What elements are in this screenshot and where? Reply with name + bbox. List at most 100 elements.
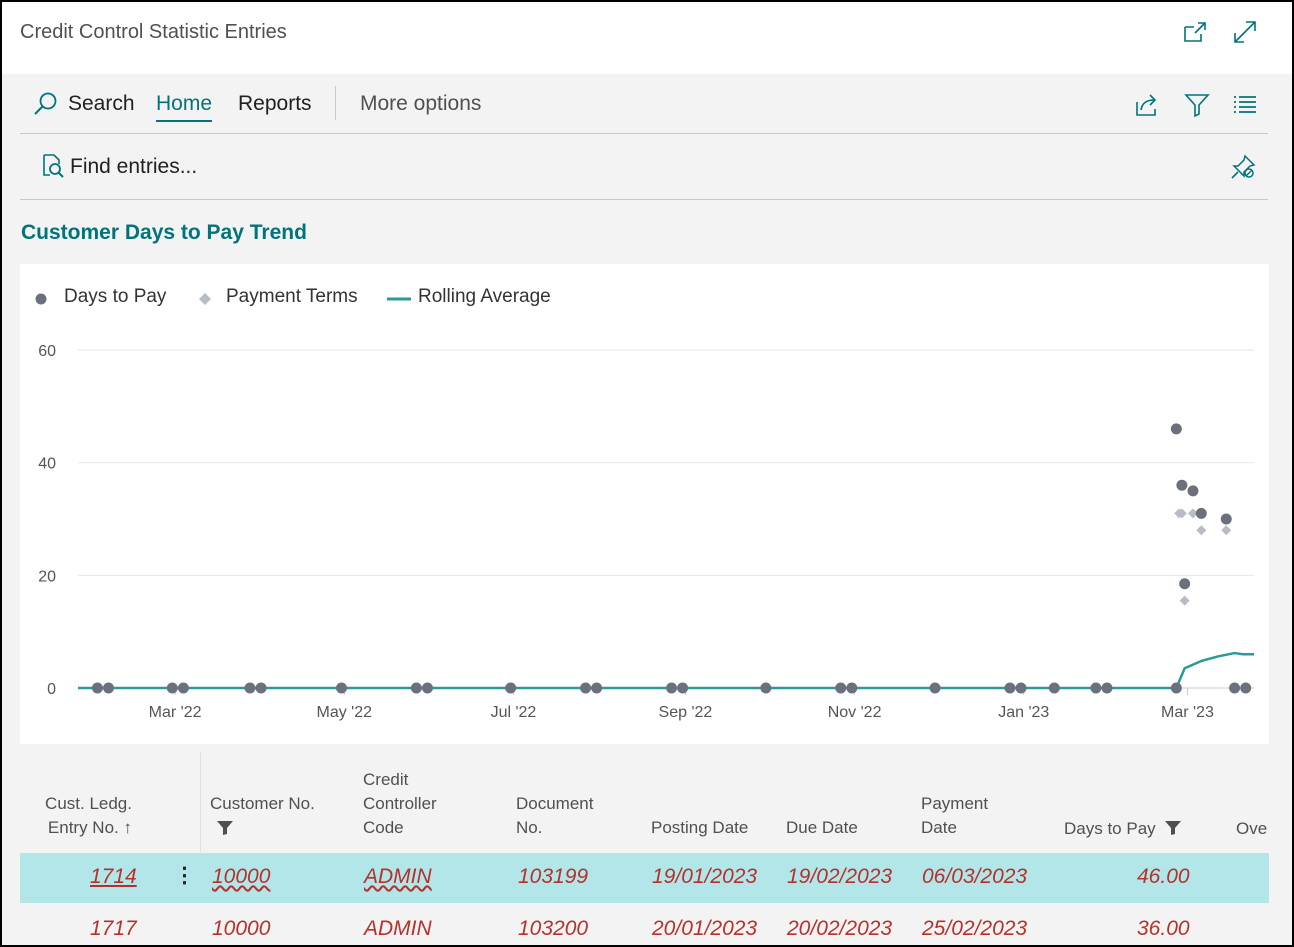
filter-icon[interactable] [1184,92,1210,118]
header-controller-line3: Code [363,818,404,837]
legend-payment-terms-marker-icon [199,293,211,305]
header-document-line2: No. [516,818,543,837]
entries-table: Cust. Ledg. Entry No. ↑ Customer No. Cre… [20,744,1269,945]
window-title: Credit Control Statistic Entries [20,21,287,43]
header-customer-no[interactable]: Customer No. [210,792,315,843]
header-overdue[interactable]: Ove [1236,819,1268,838]
open-in-new-window-icon[interactable] [1182,20,1208,44]
cell-controller-code[interactable]: ADMIN [364,917,432,940]
days-to-pay-point [760,682,772,694]
header-document-line1: Document [516,794,594,813]
more-options-button[interactable]: More options [360,92,482,115]
days-to-pay-point [1048,682,1060,694]
cell-document-no[interactable]: 103200 [518,917,589,940]
cell-due-date[interactable]: 20/02/2023 [787,917,893,940]
header-payment-date[interactable]: Payment Date [921,792,988,840]
header-divider [200,752,201,902]
tab-reports[interactable]: Reports [238,92,312,115]
cell-customer-no[interactable]: 10000 [212,917,271,940]
find-entries-icon[interactable] [40,153,66,179]
days-to-pay-point [1195,507,1207,519]
expand-icon[interactable] [1232,19,1258,45]
filter-applied-icon [1165,821,1182,835]
header-document-no[interactable]: Document No. [516,792,593,840]
days-to-pay-point [1015,682,1027,694]
cell-posting-date[interactable]: 19/01/2023 [652,865,758,888]
header-controller-code[interactable]: Credit Controller Code [363,768,437,840]
days-to-pay-point [1187,485,1199,497]
days-to-pay-point [166,682,178,694]
header-controller-line1: Credit [363,770,409,789]
cell-payment-date[interactable]: 25/02/2023 [922,917,1028,940]
share-icon[interactable] [1134,92,1162,118]
payment-terms-point [1196,525,1207,536]
chart-card: 0 20 40 60 Mar '22 May '22 Jul '22 Sep '22 Nov '… [20,264,1269,744]
days-to-pay-point [410,682,422,694]
y-tick-label: 20 [38,568,56,585]
days-to-pay-point [846,682,858,694]
legend-payment-terms[interactable]: Payment Terms [226,286,358,307]
cell-customer-no[interactable]: 10000 [212,865,271,888]
cell-posting-date[interactable]: 20/01/2023 [652,917,758,940]
days-to-pay-point [335,682,347,694]
search-action[interactable]: Search [68,92,135,115]
cell-days-to-pay[interactable]: 46.00 [1137,865,1190,888]
days-to-pay-point [677,682,689,694]
header-posting-date[interactable]: Posting Date [651,818,749,837]
days-to-pay-point [929,682,941,694]
days-to-pay-point [1101,682,1113,694]
legend-days-to-pay[interactable]: Days to Pay [64,286,167,307]
days-to-pay-point [835,682,847,694]
x-tick-label: May '22 [316,704,372,721]
days-to-pay-chart: 0 20 40 60 Mar '22 May '22 Jul '22 Sep '22 Nov '… [38,343,1254,721]
payment-terms-point [1221,525,1232,536]
cell-document-no[interactable]: 103199 [518,865,589,888]
x-tick-label: Jan '23 [998,704,1049,721]
days-to-pay-point [421,682,433,694]
cell-entry-no[interactable]: 1714 [90,865,137,888]
y-tick-label: 0 [47,681,56,698]
days-to-pay-point [1170,682,1182,694]
cell-payment-date[interactable]: 06/03/2023 [922,865,1028,888]
cell-entry-no[interactable]: 1717 [90,917,137,940]
cell-due-date[interactable]: 19/02/2023 [787,865,893,888]
tab-home[interactable]: Home [156,92,213,122]
y-tick-label: 40 [38,456,56,473]
list-view-icon[interactable] [1232,94,1258,116]
header-entry-no-line2: Entry No. ↑ [47,818,132,837]
days-to-pay-point [244,682,256,694]
days-to-pay-point [255,682,267,694]
cell-controller-code[interactable]: ADMIN [364,865,432,888]
days-to-pay-point [580,682,592,694]
header-days-to-pay[interactable]: Days to Pay [1064,817,1182,841]
title-bar: Credit Control Statistic Entries [2,2,1292,74]
x-tick-label: Mar '23 [1161,704,1214,721]
days-to-pay-point [1179,578,1191,590]
table-row[interactable]: 1714 ⋮ 10000 ADMIN 103199 19/01/2023 19/… [20,853,1269,903]
find-entries-action[interactable]: Find entries... [70,155,198,178]
days-to-pay-point [591,682,603,694]
search-icon[interactable] [32,91,58,117]
promoted-actions-bar: Find entries... [20,133,1268,200]
x-tick-label: Sep '22 [659,704,713,721]
header-entry-no-line1: Cust. Ledg. [45,794,132,813]
days-to-pay-point [666,682,678,694]
row-actions-menu-icon[interactable]: ⋮ [174,864,195,887]
unpin-icon[interactable] [1230,154,1256,180]
legend-rolling-average[interactable]: Rolling Average [418,286,551,307]
action-separator [335,86,336,120]
days-to-pay-point [1240,682,1252,694]
table-row[interactable]: 1717 10000 ADMIN 103200 20/01/2023 20/02… [20,903,1269,945]
days-to-pay-point [177,682,189,694]
x-tick-label: Nov '22 [828,704,882,721]
y-tick-label: 60 [38,343,56,360]
header-payment-line2: Date [921,818,957,837]
days-to-pay-point [1170,423,1182,435]
chart-section-title: Customer Days to Pay Trend [21,221,307,244]
cell-days-to-pay[interactable]: 36.00 [1137,917,1190,940]
payment-terms-point [1187,508,1198,519]
header-entry-no[interactable]: Cust. Ledg. Entry No. ↑ [42,792,132,840]
days-to-pay-point [505,682,517,694]
header-due-date[interactable]: Due Date [786,818,858,837]
